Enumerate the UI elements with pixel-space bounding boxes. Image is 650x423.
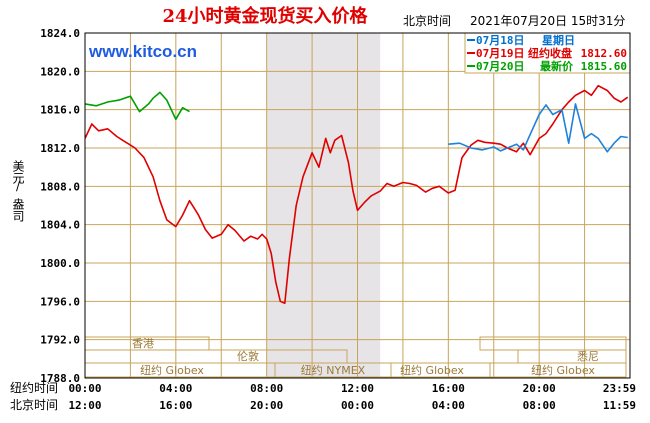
x-tick-label-bj: 16:00: [159, 399, 192, 412]
legend-label-0719: 纽约收盘: [528, 46, 572, 60]
x-tick-label-bj: 12:00: [68, 399, 101, 412]
x-tick-label-bj: 20:00: [250, 399, 283, 412]
y-tick-label: 1804.0: [40, 219, 80, 232]
x-row-label-bj: 北京时间: [10, 398, 58, 412]
y-tick-label: 1800.0: [40, 257, 80, 270]
y-tick-label: 1808.0: [40, 180, 80, 193]
x-tick-label-ny: 20:00: [523, 382, 556, 395]
series-line-07月20日: [85, 91, 190, 121]
y-axis-title-part3: 盎司: [11, 198, 25, 222]
y-tick-labels: 1824.0 1820.0 1816.0 1812.0 1808.0 1804.0 1800…: [40, 27, 80, 385]
globex-label-3: 纽约 Globex: [531, 363, 595, 377]
x-tick-label-bj: 11:59: [603, 399, 636, 412]
legend-entry-0718: 07月18日 星期日: [467, 33, 575, 47]
x-tick-label-bj: 00:00: [341, 399, 374, 412]
legend-box: [464, 32, 631, 74]
legend-date-0718: 07月18日: [476, 34, 525, 47]
y-tick-label: 1824.0: [40, 27, 80, 40]
legend: 07月18日 星期日 07月19日 纽约收盘 1812.60 07月20日 最新…: [464, 32, 631, 74]
legend-label-0718: 星期日: [542, 33, 575, 47]
plot-frame: [84, 32, 631, 379]
chart-title: 24小时黄金现货买入价格: [162, 5, 368, 27]
series-line-07月19日: [85, 84, 629, 305]
x-tick-label-ny: 16:00: [432, 382, 465, 395]
hongkong-label: 香港: [132, 337, 154, 350]
y-tick-label: 1816.0: [40, 104, 80, 117]
x-tick-labels: 00:00 12:00 04:00 16:00 08:00 20:00 12:00 00:00…: [68, 382, 636, 412]
y-tick-label: 1812.0: [40, 142, 80, 155]
y-tick-label: 1792.0: [40, 334, 80, 347]
legend-date-0719: 07月19日: [476, 47, 525, 60]
y-tick-label: 1820.0: [40, 65, 80, 78]
series-layer: [85, 84, 629, 305]
nymex-session-shade: [266, 33, 381, 378]
legend-value-0719: 1812.60: [581, 47, 627, 60]
session-bands: 香港 悉尼 悉尼 伦敦 纽约 Globex 纽约 NYMEX 纽约 Globex…: [84, 336, 627, 378]
y-tick-label: 1796.0: [40, 295, 80, 308]
header-datetime: 2021年07月20日 15时31分: [470, 14, 625, 28]
x-tick-label-ny: 04:00: [159, 382, 192, 395]
y-tick-label: 1788.0: [40, 372, 80, 385]
y-axis-title-part1: 美元: [11, 160, 25, 185]
globex-label-1: 纽约 Globex: [140, 363, 204, 377]
y-axis-title-part2: /: [16, 179, 21, 193]
x-tick-label-bj: 04:00: [432, 399, 465, 412]
x-tick-label-ny: 08:00: [250, 382, 283, 395]
header-time-label: 北京时间: [403, 14, 451, 28]
legend-value-0720: 1815.60: [581, 60, 627, 73]
legend-entry-0720: 07月20日 最新价 1815.60: [467, 59, 627, 73]
legend-entry-0719: 07月19日 纽约收盘 1812.60: [467, 46, 627, 60]
legend-date-0720: 07月20日: [476, 60, 525, 73]
x-tick-label-ny: 12:00: [341, 382, 374, 395]
y-axis-title: 美元 / 盎司: [11, 160, 25, 222]
x-tick-label-bj: 08:00: [523, 399, 556, 412]
series-line-07月18日: [448, 103, 628, 153]
london-label: 伦敦: [237, 349, 259, 363]
nymex-label: 纽约 NYMEX: [301, 363, 366, 377]
watermark: www.kitco.cn: [88, 42, 197, 61]
x-row-label-ny: 纽约时间: [10, 380, 58, 395]
globex-band-3: [489, 362, 627, 378]
x-tick-label-ny: 23:59: [603, 382, 636, 395]
globex-label-2: 纽约 Globex: [400, 363, 464, 377]
x-tick-label-ny: 00:00: [68, 382, 101, 395]
sydney-label-visible: 悉尼: [577, 350, 599, 363]
legend-label-0720: 最新价: [540, 59, 574, 73]
